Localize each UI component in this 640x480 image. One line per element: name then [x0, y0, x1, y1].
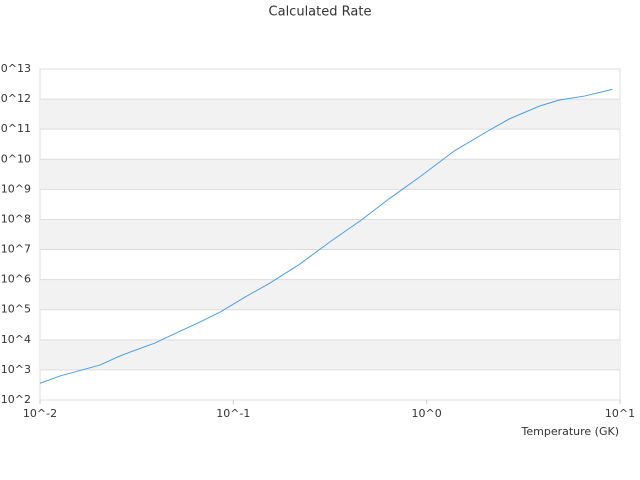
x-tick-label: 10^1: [605, 407, 635, 420]
y-tick-label: 10^9: [1, 182, 31, 195]
chart-title: Calculated Rate: [269, 5, 372, 20]
x-tick-label: 10^0: [412, 407, 442, 420]
y-tick-label: 10^12: [0, 92, 31, 105]
grid-band: [40, 99, 620, 130]
y-tick-label: 10^11: [0, 122, 31, 135]
y-tick-label: 10^5: [1, 303, 31, 316]
grid-band: [40, 279, 620, 310]
grid-band: [40, 339, 620, 370]
data-line: [39, 88, 613, 384]
y-tick-label: 10^7: [1, 243, 31, 256]
x-tick-label: 10^-2: [23, 407, 57, 420]
y-tick-label: 10^6: [1, 273, 31, 286]
y-tick-label: 10^3: [1, 363, 31, 376]
y-tick-label: 10^2: [1, 393, 31, 406]
y-tick-label: 10^8: [1, 212, 31, 225]
y-tick-label: 10^4: [1, 333, 31, 346]
grid-band: [40, 219, 620, 250]
y-tick-label: 10^10: [0, 152, 31, 165]
grid-band: [40, 159, 620, 190]
x-tick-label: 10^-1: [216, 407, 250, 420]
y-tick-label: 10^13: [0, 62, 31, 75]
x-axis-label: Temperature (GK): [521, 425, 620, 438]
